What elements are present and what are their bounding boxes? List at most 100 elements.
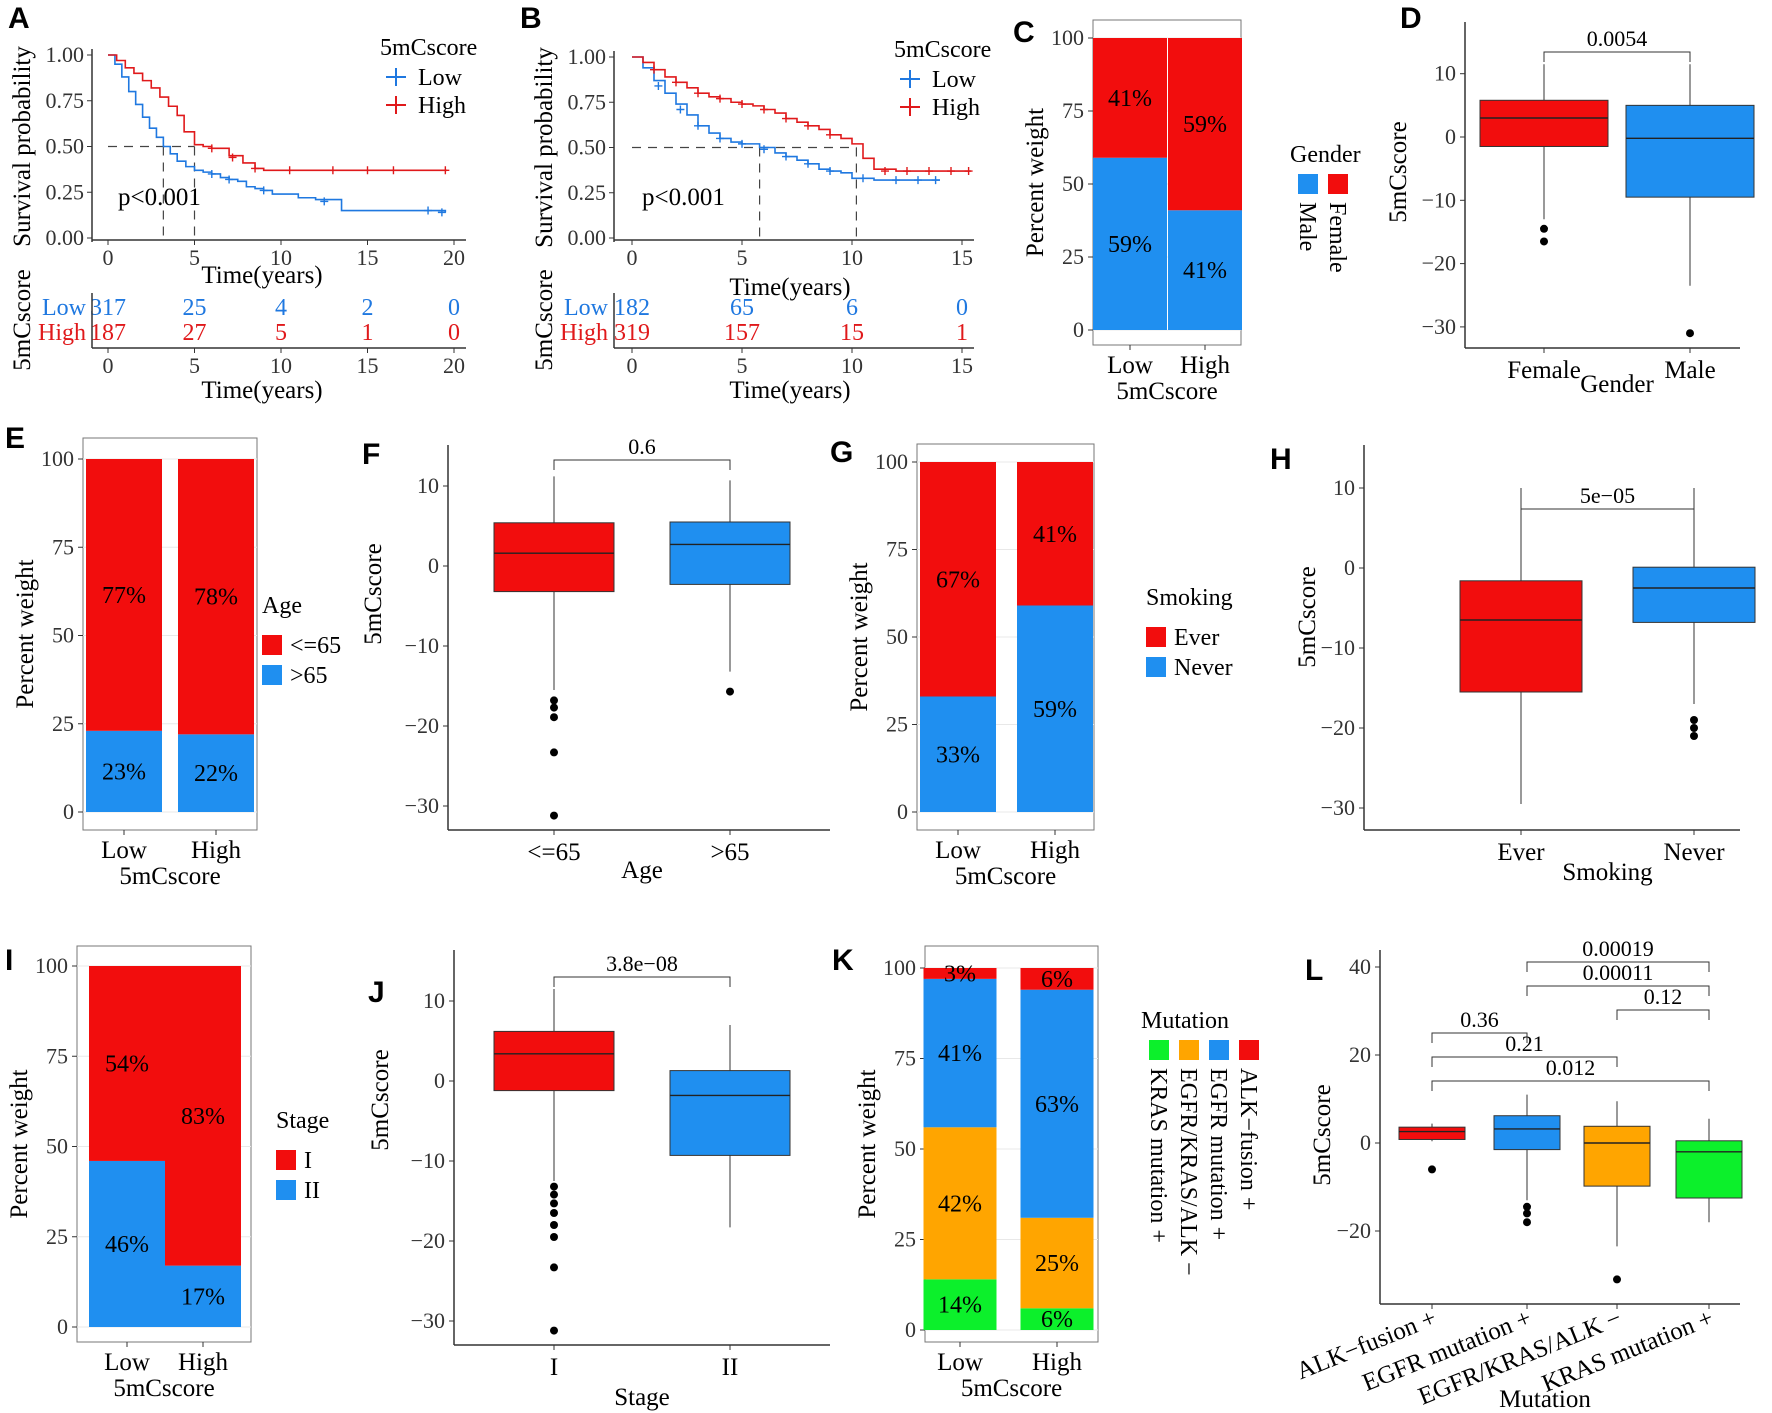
x-axis-title: Time(years): [201, 262, 322, 289]
bar-label: 41%: [1183, 258, 1227, 284]
risk-x-tick-label: 0: [103, 353, 114, 378]
outlier-point: [550, 1233, 558, 1241]
x-tick-label: High: [178, 1349, 229, 1376]
y-tick-label: 100: [883, 955, 916, 980]
panel-label: C: [1013, 16, 1035, 49]
y-axis-title: 5mCscore: [1309, 1084, 1336, 1185]
censor-mark: [931, 176, 940, 185]
legend-entry: EGFR/KRAS/ALK −: [1175, 1068, 1201, 1276]
bar-segment: [1168, 210, 1242, 330]
x-tick-label: Never: [1663, 839, 1725, 866]
risk-group-label: Low: [42, 295, 87, 321]
panel-label: F: [362, 438, 380, 471]
x-tick-label: Low: [937, 1349, 983, 1376]
bar-label: 17%: [181, 1284, 225, 1310]
bar-label: 77%: [102, 583, 146, 609]
panel-label: I: [5, 944, 13, 977]
comparison-pvalue: 3.8e−08: [606, 951, 678, 976]
censor-mark: [903, 167, 911, 176]
box: [1493, 1115, 1561, 1151]
comparison-pvalue: 0.0054: [1587, 26, 1648, 51]
bar-segment: [1020, 1217, 1094, 1309]
legend-entry: High: [418, 93, 466, 119]
bar-segment: [923, 1279, 997, 1330]
comparison-bracket: [1526, 961, 1710, 972]
y-tick-label: 0: [1344, 555, 1355, 580]
censor-mark: [826, 130, 834, 139]
y-tick-label: −20: [1337, 1218, 1371, 1243]
x-axis-title: Stage: [614, 1384, 670, 1411]
legend-key: [276, 1150, 296, 1170]
censor-mark: [738, 100, 746, 109]
box: [1675, 1140, 1743, 1199]
outlier-point: [1690, 716, 1698, 724]
y-tick-label: −30: [1321, 795, 1355, 820]
legend-entry: KRAS mutation +: [1145, 1068, 1171, 1243]
legend-key: [1209, 1040, 1229, 1060]
box: [1625, 104, 1755, 198]
outlier-point: [1523, 1209, 1531, 1218]
bar-label: 67%: [936, 567, 980, 593]
censor-mark: [892, 176, 900, 185]
y-tick-label: 25: [894, 1227, 916, 1252]
x-tick-label: High: [191, 837, 242, 864]
y-tick-label: 40: [1349, 954, 1371, 979]
y-tick-label: 10: [423, 988, 445, 1013]
y-tick-label: −10: [1422, 187, 1456, 212]
x-tick-label: 15: [357, 245, 379, 270]
x-tick-label: 5: [189, 245, 200, 270]
censor-mark: [650, 65, 658, 74]
comparison-pvalue: 5e−05: [1580, 483, 1635, 508]
comparison-bracket: [1543, 51, 1691, 62]
censor-mark: [694, 89, 702, 98]
censor-mark: [424, 206, 433, 215]
y-tick-label: 75: [1062, 98, 1084, 123]
censor-mark: [225, 175, 234, 184]
censor-mark: [437, 208, 446, 217]
y-tick-label: 0: [905, 1317, 916, 1342]
risk-group-label: High: [560, 320, 608, 346]
legend-key: [1328, 174, 1348, 194]
box: [1398, 1126, 1466, 1140]
y-tick-label: 75: [894, 1046, 916, 1071]
x-tick-label: >65: [710, 839, 749, 866]
y-tick-label: 0.75: [46, 88, 85, 113]
y-tick-label: 50: [1062, 171, 1084, 196]
bar-segment: [86, 730, 162, 812]
risk-x-tick-label: 5: [737, 353, 748, 378]
bar-label: 59%: [1108, 232, 1152, 258]
legend-entry: II: [304, 1178, 320, 1204]
y-tick-label: 0.75: [568, 89, 607, 114]
bar-label: 59%: [1183, 112, 1227, 138]
risk-x-tick-label: 10: [270, 353, 292, 378]
bar-segment: [923, 1127, 997, 1280]
risk-count: 1: [956, 320, 968, 346]
outlier-point: [550, 1221, 558, 1229]
censor-mark: [363, 166, 372, 175]
comparison-bracket: [1431, 1056, 1618, 1067]
bar-segment: [89, 1160, 165, 1327]
censor-mark: [881, 167, 889, 176]
y-tick-label: 20: [1349, 1042, 1371, 1067]
y-tick-label: 100: [1051, 25, 1084, 50]
y-tick-label: 50: [46, 1134, 68, 1159]
bar-label: 23%: [102, 759, 146, 785]
y-tick-label: 0: [1360, 1130, 1371, 1155]
y-tick-label: 0: [434, 1068, 445, 1093]
bar-label: 6%: [1041, 1307, 1073, 1333]
x-tick-label: 0: [103, 245, 114, 270]
panel-label: A: [8, 2, 30, 35]
y-tick-label: 0: [57, 1314, 68, 1339]
x-tick-label: II: [722, 1354, 739, 1381]
bar-segment: [1093, 157, 1167, 330]
y-tick-label: −10: [1321, 635, 1355, 660]
y-tick-label: −20: [411, 1228, 445, 1253]
risk-x-tick-label: 15: [951, 353, 973, 378]
y-tick-label: 10: [417, 473, 439, 498]
comparison-bracket: [553, 976, 731, 987]
y-tick-label: 25: [46, 1224, 68, 1249]
y-tick-label: 50: [52, 623, 74, 648]
